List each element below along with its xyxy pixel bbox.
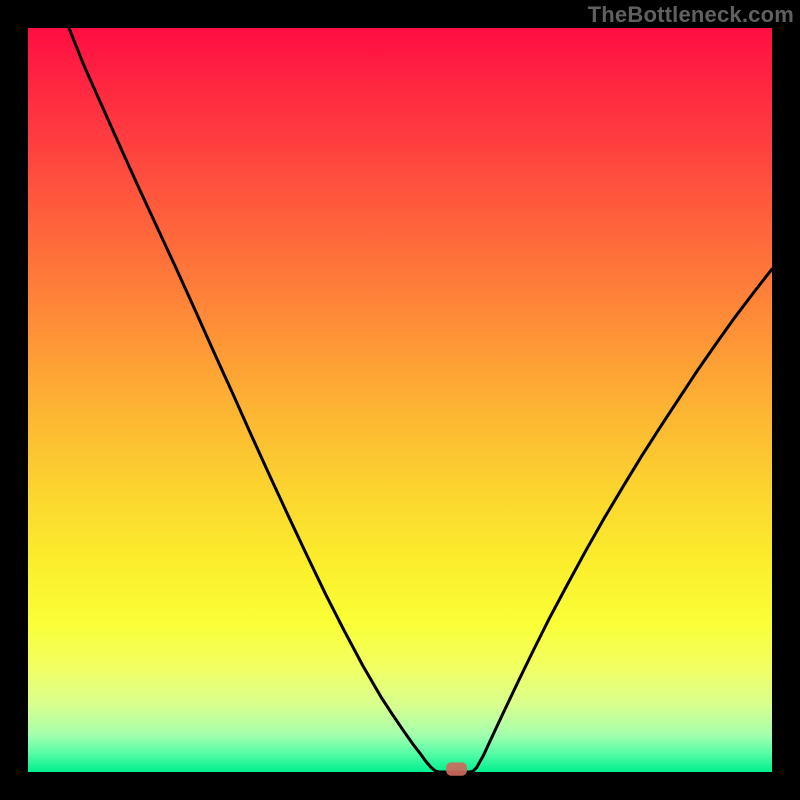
bottleneck-chart: [0, 0, 800, 800]
watermark-text: TheBottleneck.com: [588, 2, 794, 28]
plot-background: [28, 28, 772, 772]
optimum-marker: [446, 762, 467, 775]
